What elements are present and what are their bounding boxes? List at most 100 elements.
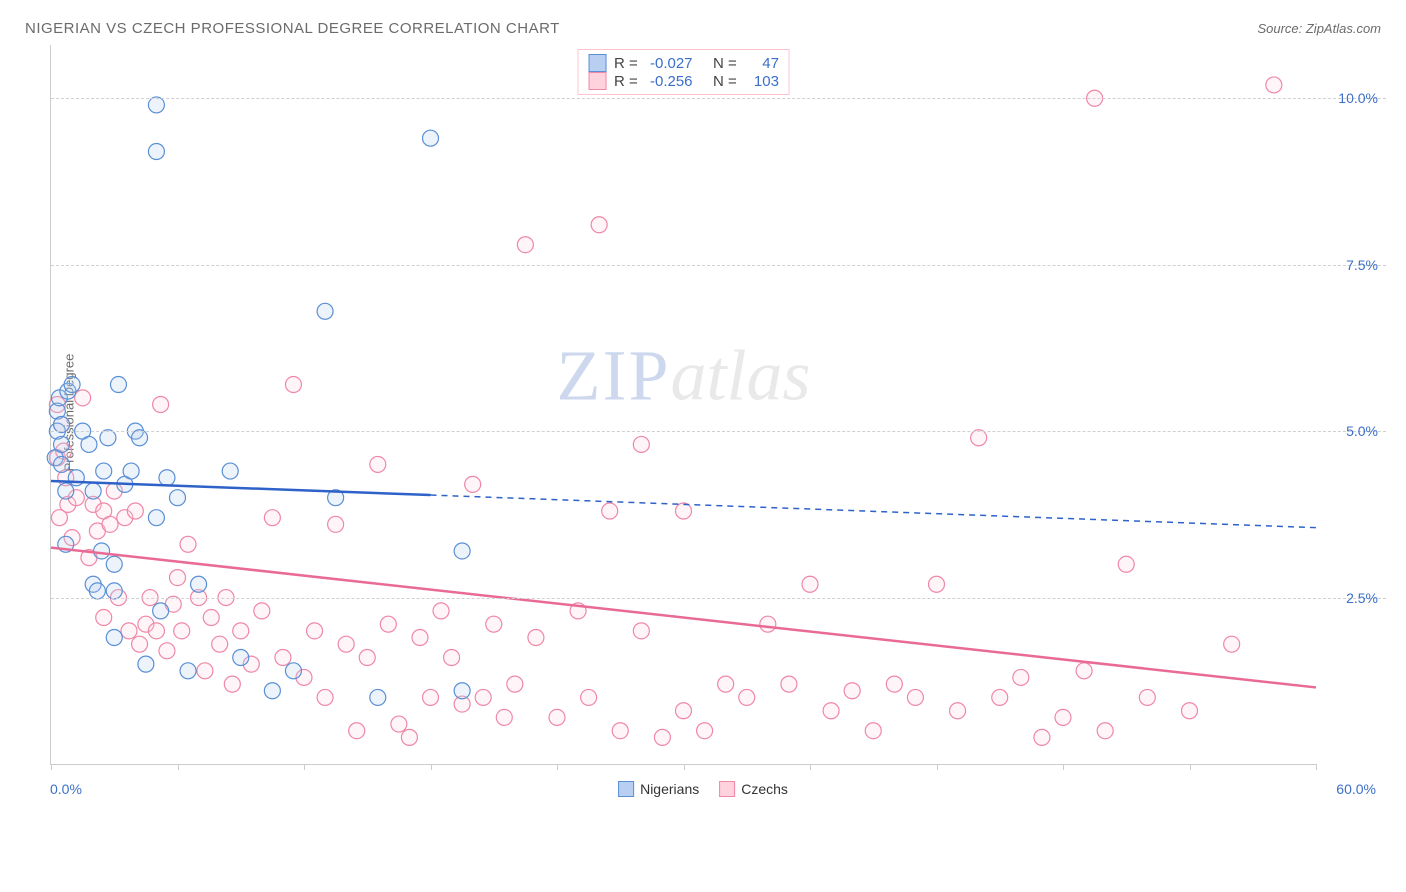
data-point-czechs [391, 716, 407, 732]
data-point-czechs [153, 397, 169, 413]
x-tick [1316, 764, 1317, 770]
legend-swatch-icon [618, 781, 634, 797]
x-tick [304, 764, 305, 770]
data-point-czechs [496, 709, 512, 725]
data-point-czechs [159, 643, 175, 659]
data-point-czechs [486, 616, 502, 632]
data-point-nigerians [180, 663, 196, 679]
data-point-czechs [170, 570, 186, 586]
data-point-czechs [1224, 636, 1240, 652]
y-tick-label: 5.0% [1346, 423, 1378, 439]
legend-item-czechs: Czechs [719, 781, 788, 797]
data-point-nigerians [94, 543, 110, 559]
data-point-nigerians [132, 430, 148, 446]
data-point-nigerians [454, 543, 470, 559]
data-point-czechs [739, 689, 755, 705]
data-point-czechs [802, 576, 818, 592]
data-point-czechs [317, 689, 333, 705]
data-point-czechs [1034, 729, 1050, 745]
data-point-czechs [1139, 689, 1155, 705]
data-point-czechs [929, 576, 945, 592]
gridline [51, 431, 1386, 432]
data-point-czechs [359, 649, 375, 665]
data-point-nigerians [148, 144, 164, 160]
data-point-czechs [203, 610, 219, 626]
data-point-nigerians [317, 303, 333, 319]
chart-title: NIGERIAN VS CZECH PROFESSIONAL DEGREE CO… [25, 20, 560, 37]
scatter-svg [51, 45, 1316, 764]
data-point-czechs [444, 649, 460, 665]
data-point-czechs [121, 623, 137, 639]
source-attribution: Source: ZipAtlas.com [1257, 21, 1381, 36]
title-bar: NIGERIAN VS CZECH PROFESSIONAL DEGREE CO… [20, 20, 1386, 45]
data-point-czechs [1182, 703, 1198, 719]
x-tick [1190, 764, 1191, 770]
data-point-nigerians [64, 377, 80, 393]
data-point-nigerians [54, 436, 70, 452]
data-point-czechs [886, 676, 902, 692]
series-legend: Nigerians Czechs [618, 781, 788, 797]
data-point-nigerians [54, 416, 70, 432]
data-point-czechs [507, 676, 523, 692]
data-point-czechs [212, 636, 228, 652]
data-point-czechs [174, 623, 190, 639]
data-point-czechs [517, 237, 533, 253]
data-point-czechs [865, 723, 881, 739]
x-tick [1063, 764, 1064, 770]
data-point-nigerians [96, 463, 112, 479]
legend-label: Nigerians [640, 781, 699, 797]
gridline [51, 98, 1386, 99]
data-point-czechs [224, 676, 240, 692]
data-point-nigerians [159, 470, 175, 486]
data-point-nigerians [89, 583, 105, 599]
x-tick [557, 764, 558, 770]
data-point-czechs [907, 689, 923, 705]
data-point-czechs [264, 510, 280, 526]
data-point-czechs [465, 476, 481, 492]
data-point-nigerians [370, 689, 386, 705]
data-point-nigerians [153, 603, 169, 619]
data-point-czechs [127, 503, 143, 519]
data-point-czechs [75, 390, 91, 406]
y-tick-label: 7.5% [1346, 257, 1378, 273]
gridline [51, 265, 1386, 266]
x-min-label: 0.0% [50, 781, 82, 797]
data-point-czechs [197, 663, 213, 679]
data-point-czechs [697, 723, 713, 739]
data-point-czechs [549, 709, 565, 725]
data-point-czechs [581, 689, 597, 705]
x-max-label: 60.0% [1336, 781, 1376, 797]
data-point-czechs [307, 623, 323, 639]
data-point-czechs [528, 630, 544, 646]
data-point-nigerians [233, 649, 249, 665]
x-tick [178, 764, 179, 770]
data-point-nigerians [81, 436, 97, 452]
data-point-czechs [718, 676, 734, 692]
data-point-czechs [132, 636, 148, 652]
data-point-nigerians [170, 490, 186, 506]
data-point-nigerians [454, 683, 470, 699]
data-point-czechs [412, 630, 428, 646]
data-point-czechs [1076, 663, 1092, 679]
legend-label: Czechs [741, 781, 788, 797]
data-point-nigerians [423, 130, 439, 146]
chart-container: NIGERIAN VS CZECH PROFESSIONAL DEGREE CO… [20, 20, 1386, 872]
data-point-czechs [433, 603, 449, 619]
data-point-nigerians [100, 430, 116, 446]
data-point-nigerians [110, 377, 126, 393]
data-point-nigerians [148, 97, 164, 113]
x-tick [51, 764, 52, 770]
data-point-czechs [370, 456, 386, 472]
data-point-czechs [676, 703, 692, 719]
x-tick [431, 764, 432, 770]
data-point-nigerians [285, 663, 301, 679]
y-tick-label: 10.0% [1338, 90, 1378, 106]
data-point-czechs [1266, 77, 1282, 93]
data-point-nigerians [138, 656, 154, 672]
data-point-czechs [275, 649, 291, 665]
legend-swatch-icon [719, 781, 735, 797]
data-point-czechs [633, 436, 649, 452]
data-point-czechs [254, 603, 270, 619]
data-point-czechs [148, 623, 164, 639]
data-point-nigerians [264, 683, 280, 699]
